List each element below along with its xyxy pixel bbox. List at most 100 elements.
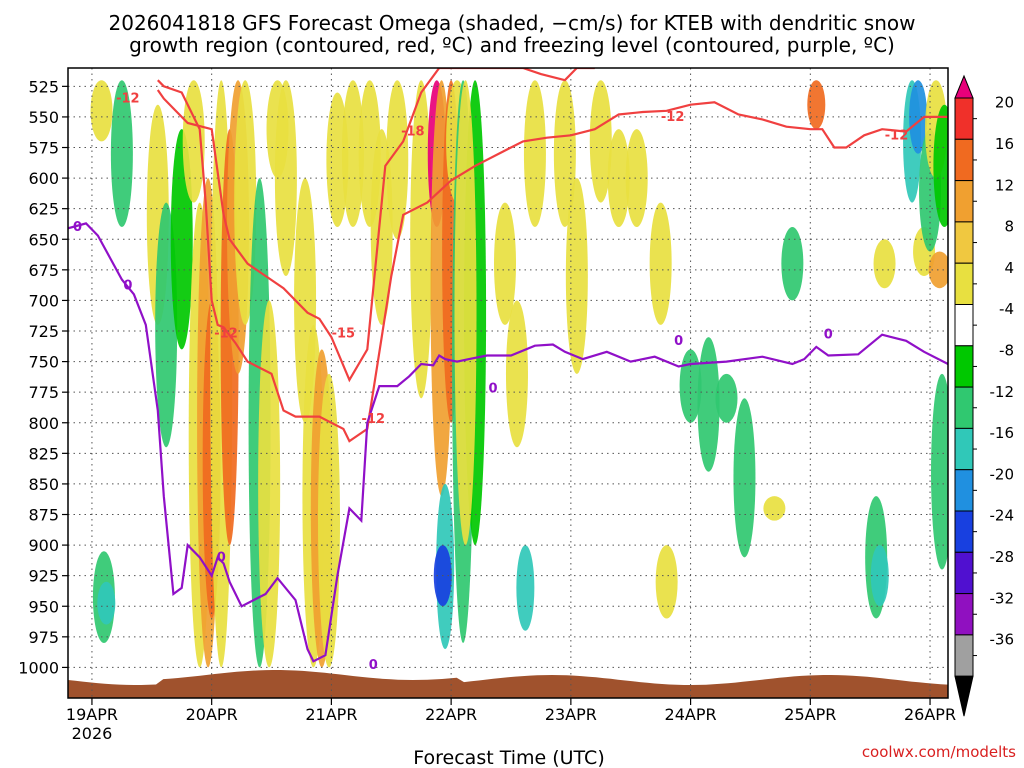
freezing-contour-label-1: 0 [123, 279, 132, 294]
omega-cell-16 [258, 300, 281, 668]
omega-cell-52 [733, 398, 756, 558]
colorbar-segment-10 [954, 510, 974, 553]
x-tick-label-26APR: 26APR [904, 705, 956, 724]
omega-cell-2 [97, 581, 116, 625]
colorbar-segment-9 [954, 469, 974, 512]
colorbar-label-12: -32 [990, 589, 1015, 607]
y-tick-label-1000: 1000 [18, 658, 59, 677]
omega-cell-40 [516, 545, 535, 631]
credit-text: coolwx.com/modelts [862, 743, 1016, 761]
dgz-contour-label-8: -12 [214, 326, 238, 341]
x-tick-label-21APR: 21APR [305, 705, 357, 724]
y-tick-label-825: 825 [28, 444, 59, 463]
omega-cell-38 [494, 202, 517, 325]
omega-cell-50 [697, 337, 720, 472]
omega-cell-39 [505, 300, 528, 448]
omega-cell-47 [649, 202, 672, 325]
y-tick-label-525: 525 [28, 77, 59, 96]
colorbar: 20 16 12 8 4 -4 -8 -12 -16 -20 -24 -28 -32 -36 [954, 74, 1015, 717]
omega-cell-27 [386, 80, 409, 240]
omega-cell-24 [341, 80, 364, 228]
colorbar-label-1: 16 [995, 135, 1014, 153]
y-tick-label-775: 775 [28, 383, 59, 402]
ground-terrain [68, 670, 948, 698]
chart-title-line-2: growth region (contoured, red, ºC) and f… [129, 33, 895, 57]
colorbar-top-arrow [954, 74, 974, 99]
y-tick-label-675: 675 [28, 261, 59, 280]
colorbar-label-11: -28 [990, 548, 1015, 566]
omega-cell-57 [870, 545, 889, 607]
x-tick-label-24APR: 24APR [665, 705, 717, 724]
colorbar-segment-3 [954, 221, 974, 264]
y-tick-label-800: 800 [28, 414, 59, 433]
omega-cell-55 [807, 80, 826, 130]
y-tick-label-700: 700 [28, 291, 59, 310]
omega-cell-0 [90, 80, 113, 142]
dgz-contour-label-13: -12 [885, 128, 909, 143]
dgz-contour-label-10: -18 [401, 125, 425, 140]
omega-cell-65 [931, 373, 948, 570]
colorbar-label-5: -4 [999, 300, 1014, 318]
omega-cell-7 [182, 80, 205, 203]
colorbar-segment-13 [954, 634, 974, 677]
freezing-contour-label-3: 0 [369, 658, 378, 673]
colorbar-bottom-arrow [954, 675, 974, 717]
omega-cell-53 [763, 496, 786, 521]
contour-label-layer: 0 0 0 0 0 0 0 -12 -12 -15 -18 -12 -12 -12 [73, 92, 908, 673]
y-tick-label-925: 925 [28, 567, 59, 586]
chart-title-line-1: 2026041818 GFS Forecast Omega (shaded, −… [109, 11, 916, 35]
y-tick-label-850: 850 [28, 475, 59, 494]
grid-layer [68, 68, 948, 698]
x-tick-label-19APR: 19APR [66, 705, 118, 724]
omega-cell-49 [679, 349, 702, 423]
colorbar-label-10: -24 [990, 507, 1015, 525]
y-tick-label-900: 900 [28, 536, 59, 555]
dgz-contour-label-9: -15 [332, 326, 356, 341]
colorbar-label-7: -12 [990, 383, 1015, 401]
y-tick-label-550: 550 [28, 108, 59, 127]
y-tick-label-950: 950 [28, 597, 59, 616]
y-tick-label-725: 725 [28, 322, 59, 341]
freezing-contour-label-2: 0 [217, 550, 226, 565]
dgz-cold-edge-contour [156, 68, 595, 383]
y-tick-label-975: 975 [28, 628, 59, 647]
omega-cell-48 [655, 545, 678, 619]
y-tick-label-875: 875 [28, 506, 59, 525]
plot-area: 0 0 0 0 0 0 0 -12 -12 -15 -18 -12 -12 -12 [67, 67, 949, 699]
y-tick-label-575: 575 [28, 139, 59, 158]
dgz-contour-label-12: -12 [661, 110, 685, 125]
dgz-warm-edge-contour [157, 79, 948, 443]
y-tick-label-600: 600 [28, 169, 59, 188]
omega-cell-14 [234, 80, 257, 325]
dgz-contour-label-7: -12 [116, 92, 140, 107]
omega-cell-37 [454, 80, 477, 546]
colorbar-segment-0 [954, 97, 974, 140]
freezing-contour-label-4: 0 [489, 382, 498, 397]
omega-cell-43 [565, 178, 588, 374]
dgz-contour-label-11: -12 [362, 412, 386, 427]
colorbar-segment-8 [954, 427, 974, 471]
x-axis: 19APR 20APR 21APR 22APR 23APR 24APR 25APR 26APR [66, 698, 956, 724]
omega-cell-3 [110, 80, 133, 228]
y-tick-label-750: 750 [28, 353, 59, 372]
colorbar-segment-6 [954, 345, 974, 388]
omega-cell-51 [715, 373, 738, 423]
omega-cell-41 [523, 80, 546, 228]
x-tick-label-25APR: 25APR [784, 705, 836, 724]
contour-layer [68, 68, 948, 663]
x-tick-label-20APR: 20APR [186, 705, 238, 724]
freezing-contour-label-5: 0 [674, 334, 683, 349]
omega-cell-18 [274, 80, 297, 276]
colorbar-label-13: -36 [990, 631, 1015, 649]
colorbar-segment-5 [954, 304, 974, 347]
colorbar-label-3: 8 [1004, 218, 1014, 236]
x-year-label: 2026 [72, 724, 113, 743]
colorbar-label-8: -16 [990, 424, 1015, 442]
colorbar-label-9: -20 [990, 465, 1015, 483]
omega-cell-46 [625, 129, 648, 228]
y-tick-label-650: 650 [28, 230, 59, 249]
x-axis-title: Forecast Time (UTC) [413, 747, 604, 768]
y-tick-label-625: 625 [28, 200, 59, 219]
colorbar-segment-12 [954, 593, 974, 636]
